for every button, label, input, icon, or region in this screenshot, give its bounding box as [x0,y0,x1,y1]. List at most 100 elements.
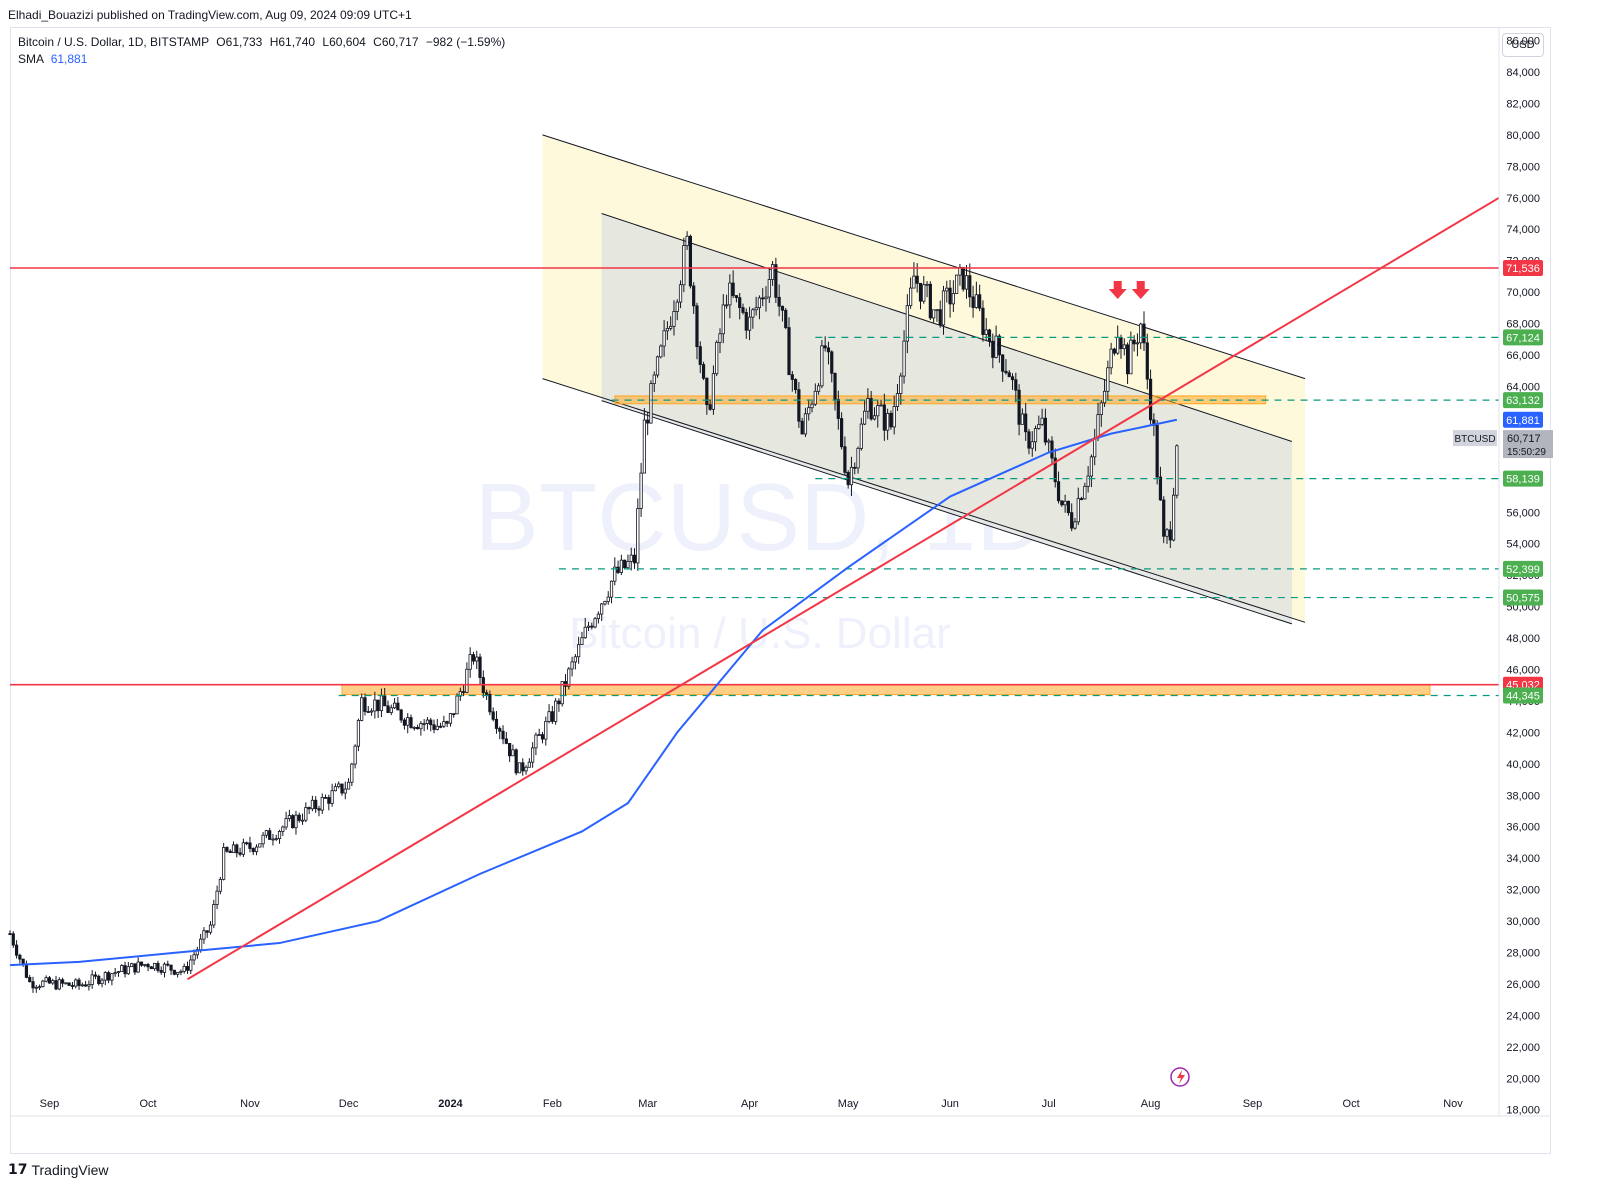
candle-body[interactable] [938,309,942,326]
candle-body[interactable] [747,316,752,331]
candle-body[interactable] [47,977,52,984]
candle-body[interactable] [327,797,331,804]
candle-body[interactable] [672,311,676,327]
candle-body[interactable] [813,390,817,405]
candle-body[interactable] [639,472,643,509]
candle-body[interactable] [389,707,393,713]
candle-body[interactable] [1102,390,1107,404]
candle-body[interactable] [74,979,78,987]
candle-body[interactable] [169,964,173,971]
candle-body[interactable] [540,734,545,740]
candle-body[interactable] [60,979,65,984]
candle-body[interactable] [1132,339,1136,345]
candle-body[interactable] [793,379,798,391]
candle-body[interactable] [918,282,923,302]
candle-body[interactable] [241,842,245,855]
candle-body[interactable] [415,727,420,730]
candle-body[interactable] [110,973,114,981]
candle-body[interactable] [665,327,669,332]
candle-body[interactable] [67,982,71,986]
candle-body[interactable] [527,761,531,768]
candle-body[interactable] [826,347,831,353]
candle-body[interactable] [606,596,610,602]
candle-body[interactable] [238,852,242,855]
candle-body[interactable] [452,713,456,716]
candle-body[interactable] [820,345,824,387]
candle-body[interactable] [291,815,295,829]
candle-body[interactable] [123,965,127,975]
candle-body[interactable] [277,831,282,839]
candle-body[interactable] [649,383,653,424]
candle-body[interactable] [619,559,623,573]
candle-body[interactable] [701,364,706,379]
candle-body[interactable] [1116,336,1120,354]
candle-body[interactable] [882,404,886,431]
candle-body[interactable] [337,783,341,788]
candle-body[interactable] [222,847,226,880]
candle-body[interactable] [133,963,137,973]
candle-body[interactable] [208,924,213,933]
candle-body[interactable] [669,325,673,329]
candle-body[interactable] [146,964,150,968]
candle-body[interactable] [675,301,679,312]
candle-body[interactable] [1165,529,1169,537]
candle-body[interactable] [978,294,982,309]
candle-body[interactable] [662,330,666,347]
candle-body[interactable] [383,695,387,707]
candle-body[interactable] [583,626,587,639]
candle-body[interactable] [902,340,906,377]
candle-body[interactable] [343,788,347,794]
candle-body[interactable] [501,730,505,740]
candle-body[interactable] [790,374,794,380]
candle-body[interactable] [41,980,45,988]
candle-body[interactable] [392,702,397,709]
candle-body[interactable] [715,342,719,375]
candle-body[interactable] [323,797,328,799]
chart-frame[interactable] [10,27,1551,1154]
candle-body[interactable] [728,282,732,306]
currency-button[interactable]: USD [1502,33,1544,57]
candle-body[interactable] [475,656,479,662]
candle-body[interactable] [307,807,311,810]
candle-body[interactable] [573,656,577,663]
candle-body[interactable] [971,296,975,308]
candle-body[interactable] [537,734,541,736]
candle-body[interactable] [366,711,370,713]
candle-body[interactable] [1043,417,1047,443]
candle-body[interactable] [310,799,315,810]
candle-body[interactable] [603,601,607,605]
candle-body[interactable] [340,783,344,794]
candle-body[interactable] [787,327,791,376]
candle-body[interactable] [632,554,637,564]
candle-body[interactable] [379,695,384,712]
candle-body[interactable] [1175,445,1179,496]
candle-body[interactable] [1060,500,1064,506]
candle-body[interactable] [695,305,699,348]
candle-body[interactable] [373,699,377,712]
candle-body[interactable] [192,954,196,961]
candle-body[interactable] [116,971,121,973]
candle-body[interactable] [1014,379,1018,391]
candle-body[interactable] [692,285,696,307]
candle-body[interactable] [928,283,932,319]
candle-body[interactable] [517,762,522,774]
candle-body[interactable] [300,819,305,822]
candle-body[interactable] [284,818,288,828]
candle-body[interactable] [964,275,969,290]
candle-body[interactable] [353,745,357,765]
candle-body[interactable] [872,415,877,420]
candle-body[interactable] [1066,500,1071,514]
candle-body[interactable] [560,681,564,705]
candle-body[interactable] [202,930,206,940]
candle-body[interactable] [1020,413,1024,425]
sma-row[interactable]: SMA 61,881 [18,51,505,68]
candle-body[interactable] [836,399,840,419]
candle-body[interactable] [442,721,446,727]
candle-body[interactable] [136,961,140,973]
candle-body[interactable] [1037,424,1041,429]
candle-body[interactable] [126,966,130,975]
candle-body[interactable] [708,404,712,410]
candle-body[interactable] [859,423,863,449]
candle-body[interactable] [550,711,554,722]
candle-body[interactable] [107,972,111,981]
